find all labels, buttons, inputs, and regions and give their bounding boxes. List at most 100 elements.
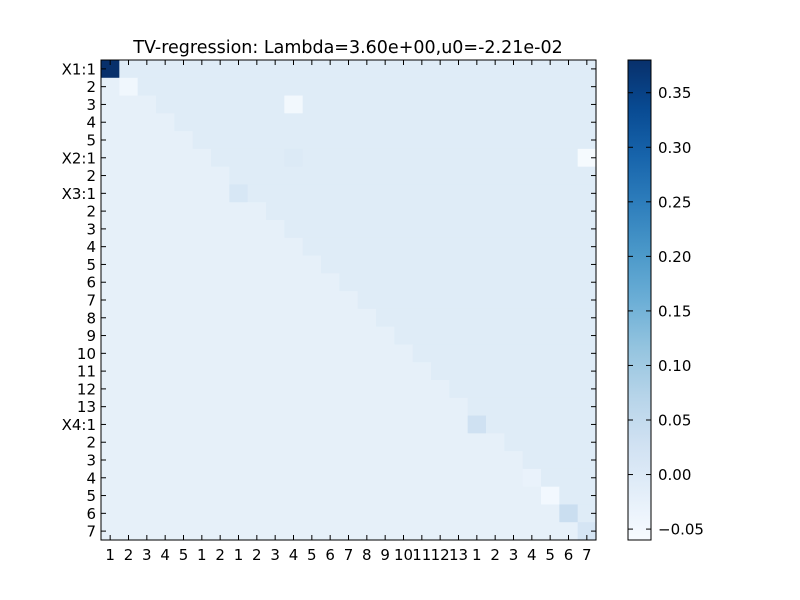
heatmap-cell: [486, 451, 505, 470]
heatmap-cell: [211, 95, 230, 114]
heatmap-cell: [192, 202, 212, 221]
colorbar-tick-label: 0.05: [658, 412, 691, 430]
heatmap-cell: [211, 433, 230, 452]
col-tick-label: 9: [380, 546, 390, 564]
heatmap-cell: [302, 362, 322, 381]
heatmap-cell: [192, 504, 212, 523]
heatmap-cell: [412, 166, 432, 186]
heatmap-cell: [302, 397, 322, 417]
heatmap-cell: [192, 326, 212, 346]
heatmap-cell: [229, 433, 249, 452]
heatmap-cell: [192, 113, 212, 132]
heatmap-cell: [394, 397, 414, 417]
heatmap-cell: [229, 220, 249, 239]
heatmap-cell: [302, 60, 322, 79]
heatmap-cell: [101, 380, 120, 399]
heatmap-cell: [156, 148, 175, 168]
heatmap-cell: [522, 291, 542, 310]
heatmap-cell: [156, 433, 175, 452]
heatmap-cell: [412, 184, 432, 203]
heatmap-cell: [101, 131, 120, 150]
heatmap-cell: [101, 362, 120, 381]
heatmap-cell: [522, 326, 542, 346]
row-tick-label: 11: [77, 363, 96, 381]
heatmap-cell: [247, 522, 267, 541]
heatmap-cell: [486, 344, 505, 363]
heatmap-cell: [357, 344, 377, 363]
heatmap-cell: [559, 468, 579, 488]
heatmap-cell: [449, 184, 469, 203]
heatmap-cell: [192, 166, 212, 186]
heatmap-cell: [284, 77, 304, 97]
heatmap-cell: [504, 504, 524, 523]
heatmap-cell: [412, 291, 432, 310]
heatmap-cell: [449, 255, 469, 274]
col-tick-label: 1: [105, 546, 115, 564]
heatmap-cell: [577, 131, 597, 150]
heatmap-cell: [192, 362, 212, 381]
heatmap-cell: [449, 237, 469, 257]
col-tick-label: 8: [362, 546, 372, 564]
heatmap-cell: [467, 166, 487, 186]
heatmap-cell: [449, 148, 469, 168]
colorbar-tick-label: 0.00: [658, 466, 691, 484]
heatmap-cell: [394, 326, 414, 346]
col-tick-label: 5: [545, 546, 555, 564]
heatmap-cells: [101, 60, 597, 541]
heatmap-cell: [431, 148, 450, 168]
heatmap-cell: [559, 255, 579, 274]
heatmap-cell: [229, 291, 249, 310]
heatmap-cell: [302, 220, 322, 239]
heatmap-cell: [559, 326, 579, 346]
heatmap-cell: [449, 77, 469, 97]
heatmap-cell: [376, 148, 395, 168]
col-tick-label: 1: [472, 546, 482, 564]
heatmap-cell: [541, 113, 560, 132]
heatmap-cell: [467, 397, 487, 417]
heatmap-cell: [321, 113, 340, 132]
heatmap-cell: [156, 202, 175, 221]
heatmap-cell: [577, 308, 597, 328]
heatmap-cell: [559, 148, 579, 168]
heatmap-cell: [321, 60, 340, 79]
row-tick-label: 2: [86, 203, 96, 221]
heatmap-cell: [101, 166, 120, 186]
heatmap-cell: [192, 95, 212, 114]
heatmap-cell: [357, 273, 377, 292]
heatmap-cell: [541, 255, 560, 274]
heatmap-cell: [211, 486, 230, 506]
heatmap-cell: [247, 184, 267, 203]
heatmap-cell: [302, 184, 322, 203]
heatmap-cell: [577, 220, 597, 239]
heatmap-cell: [211, 415, 230, 434]
heatmap-cell: [229, 308, 249, 328]
heatmap-cell: [467, 95, 487, 114]
heatmap-cell: [302, 148, 322, 168]
heatmap-cell: [321, 451, 340, 470]
heatmap-cell: [541, 362, 560, 381]
heatmap-cell: [192, 220, 212, 239]
heatmap-cell: [321, 220, 340, 239]
heatmap-cell: [522, 451, 542, 470]
heatmap-frame: [100, 59, 597, 541]
heatmap-cell: [467, 504, 487, 523]
heatmap-cell: [211, 60, 230, 79]
heatmap-cell: [467, 291, 487, 310]
heatmap-cell: [156, 113, 175, 132]
heatmap-cell: [302, 273, 322, 292]
col-tick-label: 12: [431, 546, 450, 564]
heatmap-cell: [247, 468, 267, 488]
heatmap-cell: [174, 255, 194, 274]
heatmap-cell: [504, 113, 524, 132]
heatmap-cell: [174, 273, 194, 292]
heatmap-cell: [339, 95, 359, 114]
heatmap-cell: [247, 113, 267, 132]
heatmap-cell: [284, 362, 304, 381]
heatmap-cell: [541, 95, 560, 114]
heatmap-cell: [302, 255, 322, 274]
heatmap-cell: [174, 237, 194, 257]
heatmap-cell: [522, 380, 542, 399]
heatmap-cell: [541, 166, 560, 186]
heatmap-cell: [101, 202, 120, 221]
heatmap-cell: [229, 504, 249, 523]
